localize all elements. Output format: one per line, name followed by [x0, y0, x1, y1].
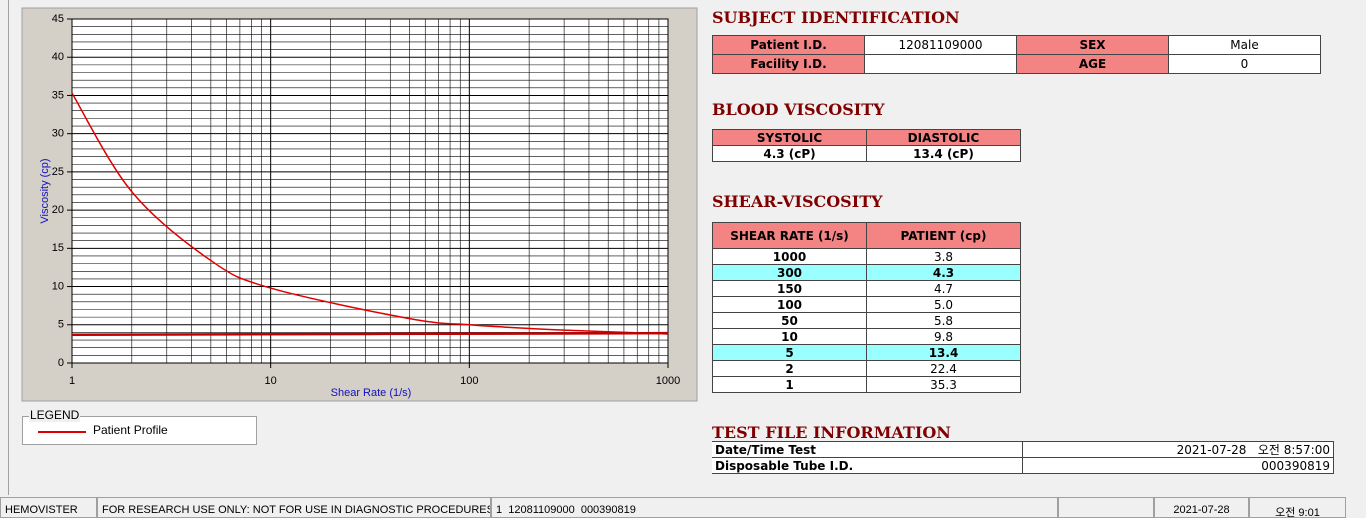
- header-cell: PATIENT (cp): [866, 222, 1021, 249]
- plot-border: [71, 18, 669, 364]
- y-tick-label: 0: [58, 357, 64, 369]
- status-app: HEMOVISTER: [0, 497, 97, 518]
- y-tick-label: 35: [52, 89, 64, 101]
- y-tick-label: 10: [52, 280, 64, 292]
- field-label: Facility I.D.: [712, 54, 865, 74]
- y-tick-label: 45: [52, 13, 64, 25]
- table-cell: 1000: [712, 248, 867, 265]
- value-cell: 13.4 (cP): [866, 145, 1021, 162]
- frame-edge: [8, 0, 9, 495]
- field-value: [864, 54, 1017, 74]
- table-cell: 50: [712, 312, 867, 329]
- legend: LEGEND Patient Profile: [22, 408, 257, 445]
- x-tick-label: 1000: [656, 375, 680, 387]
- table-cell: 13.4: [866, 344, 1021, 361]
- field-label: SEX: [1016, 35, 1169, 55]
- table-cell: 3.8: [866, 248, 1021, 265]
- section-title: SUBJECT IDENTIFICATION: [712, 8, 960, 27]
- y-tick-label: 20: [52, 204, 64, 216]
- info-label: Date/Time Test: [712, 441, 1023, 458]
- table-cell: 9.8: [866, 328, 1021, 345]
- chart: Shear Rate (1/s) Viscosity (cp) 0 5 10 15 20…: [21, 7, 698, 402]
- table-cell: 300: [712, 264, 867, 281]
- section-title: TEST FILE INFORMATION: [712, 423, 951, 442]
- table-cell: 100: [712, 296, 867, 313]
- field-label: Patient I.D.: [712, 35, 865, 55]
- header-cell: SHEAR RATE (1/s): [712, 222, 867, 249]
- plot-area: [72, 19, 668, 363]
- series-line: [71, 331, 669, 336]
- legend-title: LEGEND: [29, 408, 81, 422]
- legend-label: Patient Profile: [93, 423, 168, 437]
- y-tick-label: 30: [52, 128, 64, 140]
- status-record: 1 12081109000 000390819: [491, 497, 1058, 518]
- info-value: 000390819: [1022, 457, 1334, 474]
- header-cell: DIASTOLIC: [866, 129, 1021, 146]
- section-title: BLOOD VISCOSITY: [712, 100, 885, 119]
- table-cell: 2: [712, 360, 867, 377]
- table-cell: 150: [712, 280, 867, 297]
- series-line: [71, 92, 669, 335]
- table-cell: 4.7: [866, 280, 1021, 297]
- x-tick-label: 1: [69, 375, 75, 387]
- field-value: Male: [1168, 35, 1321, 55]
- info-value: 2021-07-28 오전 8:57:00: [1022, 441, 1334, 458]
- status-date: 2021-07-28: [1154, 497, 1249, 518]
- field-label: AGE: [1016, 54, 1169, 74]
- y-tick-label: 5: [58, 319, 64, 331]
- section-title: SHEAR-VISCOSITY: [712, 192, 883, 211]
- legend-swatch: [38, 431, 86, 433]
- header-cell: SYSTOLIC: [712, 129, 867, 146]
- x-tick-label: 100: [460, 375, 478, 387]
- field-value: 0: [1168, 54, 1321, 74]
- status-empty: [1058, 497, 1154, 518]
- y-tick-label: 25: [52, 166, 64, 178]
- table-cell: 10: [712, 328, 867, 345]
- info-label: Disposable Tube I.D.: [712, 457, 1023, 474]
- y-axis-label: Viscosity (cp): [39, 158, 51, 223]
- y-tick-label: 40: [52, 51, 64, 63]
- x-axis-label: Shear Rate (1/s): [331, 387, 412, 399]
- value-cell: 4.3 (cP): [712, 145, 867, 162]
- table-cell: 35.3: [866, 376, 1021, 393]
- table-cell: 5.0: [866, 296, 1021, 313]
- table-cell: 5.8: [866, 312, 1021, 329]
- status-notice: FOR RESEARCH USE ONLY: NOT FOR USE IN DI…: [97, 497, 491, 518]
- table-cell: 22.4: [866, 360, 1021, 377]
- table-cell: 5: [712, 344, 867, 361]
- x-tick-label: 10: [265, 375, 277, 387]
- y-tick-label: 15: [52, 242, 64, 254]
- table-cell: 1: [712, 376, 867, 393]
- status-time: 오전 9:01: [1249, 497, 1346, 518]
- field-value: 12081109000: [864, 35, 1017, 55]
- table-cell: 4.3: [866, 264, 1021, 281]
